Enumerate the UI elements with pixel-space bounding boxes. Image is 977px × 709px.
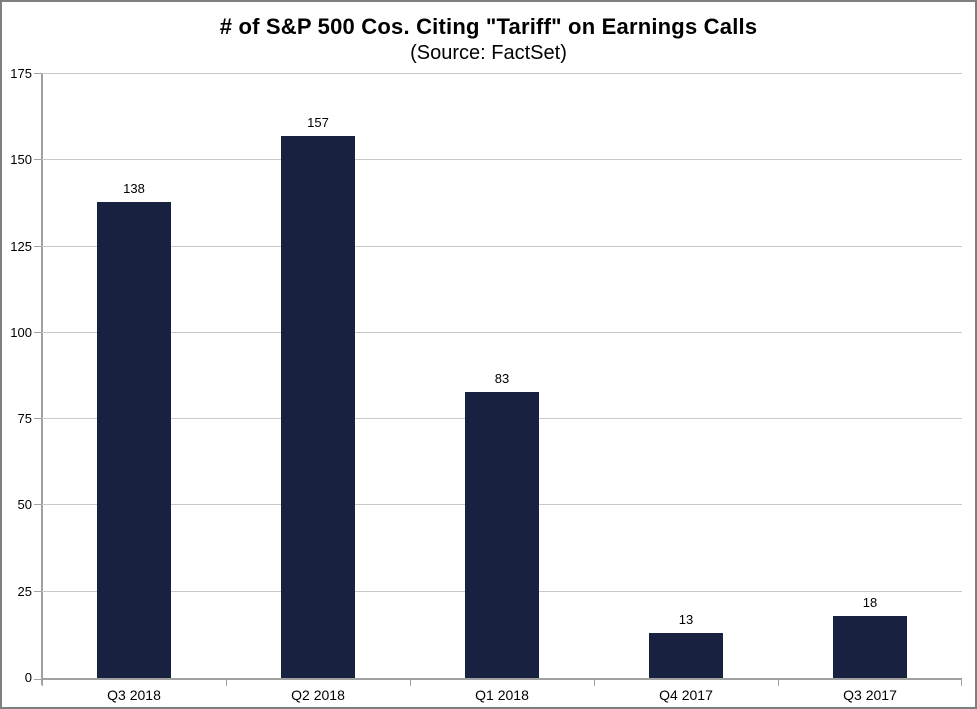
bar-value-label: 18 [862,594,878,610]
bar-value-label: 83 [494,370,510,386]
bar-q3-2018 [97,201,171,678]
x-axis-tick [410,678,411,686]
y-axis-label: 25 [17,583,32,599]
bar-q3-2017 [833,615,907,678]
gridline-175 [42,73,962,74]
y-axis-label: 50 [17,497,32,513]
chart-subtitle: (Source: FactSet) [410,42,567,64]
x-axis-tick [594,678,595,686]
y-axis-label: 125 [10,238,32,254]
bar-value-label: 13 [678,612,694,628]
x-axis-label: Q3 2017 [843,687,897,703]
gridline-100 [42,331,962,333]
y-axis-tick [34,679,42,680]
x-axis-label: Q2 2018 [291,687,345,703]
y-axis-tick [34,418,42,420]
x-axis-label: Q4 2017 [659,687,713,703]
bar-q2-2018 [281,136,355,678]
y-axis-tick [34,331,42,333]
y-axis-tick [34,504,42,506]
y-axis-tick [34,245,42,247]
bar-value-label: 138 [123,180,145,196]
y-axis-tick [34,590,42,592]
y-axis-tick [34,73,42,74]
x-axis-tick [226,678,227,686]
x-axis-tick [42,678,43,686]
y-axis-line [41,74,43,685]
y-axis-label: 175 [10,66,32,81]
bar-q4-2017 [649,633,723,678]
x-axis-tick [961,678,962,686]
x-axis-label: Q3 2018 [107,687,161,703]
x-axis-tick [778,678,779,686]
x-axis-line [42,678,962,680]
chart-title: # of S&P 500 Cos. Citing "Tariff" on Ear… [219,14,758,39]
bar-q1-2018 [465,391,539,678]
y-axis-label: 0 [24,670,32,685]
bar-value-label: 157 [307,115,329,131]
y-axis-label: 75 [17,411,32,427]
plot-area: 0 25 50 75 100 125 150 175 138 Q3 2018 157 Q2 2018 8… [10,66,962,703]
gridline-150 [42,159,962,161]
x-axis-label: Q1 2018 [475,687,529,703]
y-axis-label: 100 [10,324,32,340]
y-axis-label: 150 [10,152,32,168]
gridline-125 [42,245,962,247]
y-axis-tick [34,159,42,161]
